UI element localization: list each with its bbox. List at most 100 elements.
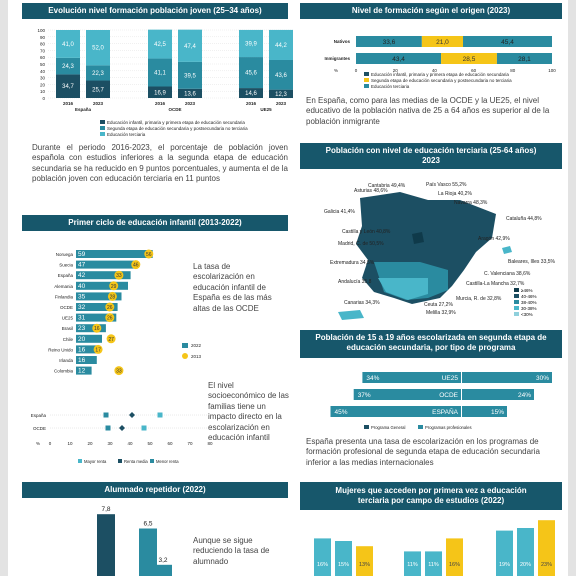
bar-value-label: 11% [428,562,439,568]
legend-swatch [100,132,105,136]
map-andalucia [378,278,428,300]
bar-2022 [76,281,128,290]
row-label: España [58,273,74,278]
infographic-page: Evolución nivel formación población jove… [8,0,568,576]
row-label: Brasil [62,326,73,331]
legend-item: Educación infantil, primaria y primera e… [364,72,512,78]
bar-2022 [76,250,153,258]
map-canarias [338,310,364,320]
x-tick-label: 80 [207,441,213,446]
legend-swatch [418,425,423,429]
marker-renta [103,412,109,418]
x-tick-label: 0 [49,441,52,446]
x-tick-label: 20 [87,441,93,446]
marker-value-label: 33 [116,369,122,375]
bar-value-label: 3,2 [158,557,167,564]
y-tick-label: 0 [42,96,45,101]
group-label: UE25 [260,107,272,112]
marker-2013 [106,334,116,344]
bar-profesional [462,406,507,417]
bar-value-label: 43,6 [275,73,287,79]
legend-swatch [150,459,154,463]
legend-evolucion: Educación infantil, primaria y primera e… [100,120,248,138]
map-region-label: Baleares, Illes 33,5% [508,259,555,265]
bar-segment [56,30,80,58]
map-legend-item: 40-46% [514,294,537,300]
x-tick-label: 50 [147,441,153,446]
map-region-label: Castilla y León 40,8% [342,229,391,235]
x-tick-label: 2016 [246,101,257,106]
bar-segment [178,29,202,62]
map-legend-item: 38-40% [514,300,537,306]
row-label: Nativos [334,39,351,44]
marker-2013 [144,249,154,259]
legend-label: 2013 [191,354,202,359]
bar-repetidor [97,514,115,576]
legend-swatch [100,120,105,124]
legend-label: Programa General [371,425,406,430]
bar-value-label: 45,4 [501,39,514,46]
bar-value-label: 47 [78,262,86,269]
x-tick-label: 2016 [63,101,74,106]
marker-renta [157,412,163,418]
bar-value-label: 20% [520,562,531,568]
bar-value-label: 37% [358,392,371,399]
marker-renta [141,425,147,431]
bar-segment [496,53,552,64]
marker-value-label: 56 [146,252,152,258]
text-repetidor: Aunque se sigue reduciendo la tasa de al… [193,536,270,566]
marker-value-label: 28 [110,294,116,300]
bar-value-label: 42 [78,272,86,279]
legend-label: Renta media [124,459,148,464]
header-repetidor: Alumnado repetidor (2022) [22,482,288,498]
x-tick-label: 2016 [155,101,166,106]
row-label: UE25 [62,316,74,321]
map-region-label: País Vasco 55,2% [426,182,467,188]
bar-segment [86,80,110,98]
bar-repetidor [139,528,157,576]
spain-map [338,192,512,320]
map-region-label: Aragón 42,9% [478,236,510,242]
marker-value-label: 33 [116,273,122,279]
marker-value-label: 16 [94,326,100,332]
marker-value-label: 26 [107,305,113,311]
bar-value-label: 7,8 [101,506,110,513]
legend-item: Segunda etapa de educación secundaria y … [100,126,248,132]
bar-segment [239,88,263,98]
y-tick-label: 70 [40,48,46,53]
bar-2022 [76,366,92,375]
header-fp: Población de 15 a 19 años escolarizada e… [300,330,562,358]
y-tick-label: 10 [40,89,46,94]
x-tick-label: 70 [187,441,193,446]
marker-value-label: 29 [111,284,117,290]
legend-label: Educación terciaria [371,84,410,89]
group-label: OCDE [168,107,181,112]
marker-2013 [114,366,124,376]
bar-mujeres [517,528,534,576]
legend-swatch [118,459,122,463]
text-infantil: La tasa de escolarización en educación i… [193,262,272,313]
marker-2013 [105,313,115,323]
row-label: OCDE [60,305,73,310]
bar-value-label: 14,6 [245,91,257,97]
legend-label: Educación infantil, primaria y primera e… [371,72,509,77]
bar-value-label: 15% [338,562,349,568]
legend-label: 2022 [191,343,202,348]
row-label: Chile [63,337,74,342]
bar-value-label: 30% [536,375,549,382]
bar-value-label: 43,4 [392,56,405,63]
marker-renta [129,412,135,418]
map-madrid [412,232,424,244]
marker-2013 [92,323,102,333]
bar-mujeres [404,551,421,576]
bar-value-label: 42,5 [154,42,166,48]
legend-label: Segunda etapa de educación secundaria y … [107,126,248,131]
row-label: Noruega [56,252,74,257]
x-tick-label: 60 [471,68,477,73]
bar-segment [269,59,293,90]
map-region-label: Murcia, R. de 32,8% [456,296,502,302]
bar-segment [148,86,172,98]
x-tick-label: 2023 [276,101,287,106]
bar-segment [239,57,263,89]
bar-value-label: 34,7 [62,84,74,90]
